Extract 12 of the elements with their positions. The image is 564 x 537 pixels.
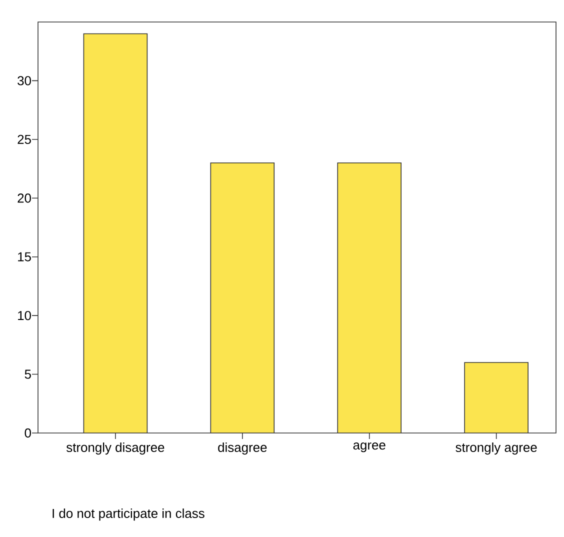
y-tick-label: 30 [18, 76, 31, 86]
y-tick-label: 20 [18, 194, 31, 203]
x-tick-label: strongly agree [456, 442, 537, 455]
x-axis-title: I do not participate in class [52, 508, 204, 521]
x-tick-label: disagree [218, 442, 267, 455]
y-tick-label: 0 [24, 428, 31, 438]
y-tick-label: 25 [18, 134, 31, 144]
y-tick-label: 5 [24, 370, 31, 379]
x-tick-label: agree [353, 442, 386, 452]
y-tick-label: 10 [18, 310, 31, 320]
y-tick-label: 15 [18, 252, 31, 262]
x-tick-label: strongly disagree [66, 442, 164, 455]
